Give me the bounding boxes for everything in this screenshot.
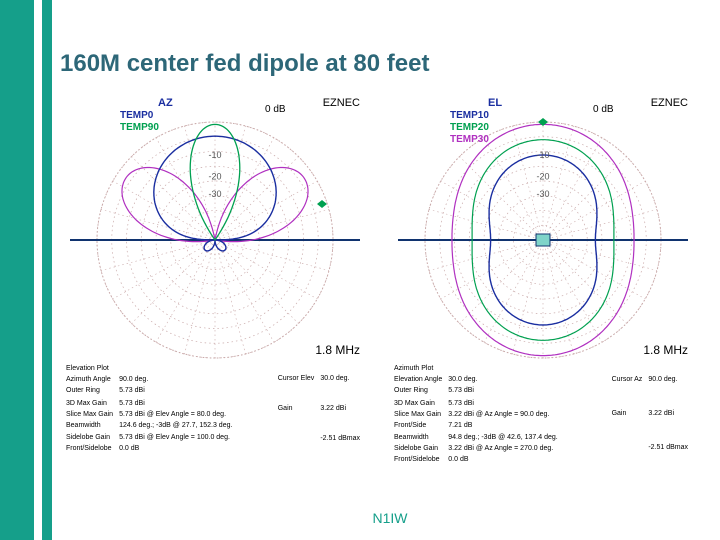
az-plot-svg: AZ EZNEC TEMP0 TEMP90 0 dB -10 -20 -30 1.8… bbox=[60, 90, 370, 360]
svg-text:-30: -30 bbox=[208, 189, 221, 199]
az-meta-right: Cursor Elev30.0 deg.Gain3.22 dBi-2.51 dB… bbox=[276, 362, 366, 455]
el-0db: 0 dB bbox=[593, 104, 614, 115]
az-trace1-label: TEMP90 bbox=[120, 122, 159, 133]
svg-text:-30: -30 bbox=[536, 189, 549, 199]
el-trace2-label: TEMP30 bbox=[450, 134, 489, 145]
el-meta-left: Azimuth PlotElevation Angle30.0 deg.Oute… bbox=[392, 362, 564, 466]
az-0db: 0 dB bbox=[265, 104, 286, 115]
az-meta-left: Elevation PlotAzimuth Angle90.0 deg.Oute… bbox=[64, 362, 238, 455]
svg-text:-20: -20 bbox=[536, 171, 549, 181]
el-trace0-label: TEMP10 bbox=[450, 110, 489, 121]
el-plot-panel: EL EZNEC TEMP10 TEMP20 TEMP30 0 dB -10 -2… bbox=[388, 90, 698, 466]
az-meta: Elevation PlotAzimuth Angle90.0 deg.Oute… bbox=[60, 360, 370, 455]
callsign: N1IW bbox=[373, 510, 408, 526]
page-title: 160M center fed dipole at 80 feet bbox=[60, 50, 429, 78]
az-freq: 1.8 MHz bbox=[315, 343, 360, 357]
az-trace0-label: TEMP0 bbox=[120, 110, 154, 121]
plots-row: AZ EZNEC TEMP0 TEMP90 0 dB -10 -20 -30 1.8… bbox=[60, 90, 698, 466]
el-meta: Azimuth PlotElevation Angle30.0 deg.Oute… bbox=[388, 360, 698, 466]
el-trace1-label: TEMP20 bbox=[450, 122, 489, 133]
slide-content: 160M center fed dipole at 80 feet AZ EZN… bbox=[60, 0, 720, 540]
az-software: EZNEC bbox=[323, 97, 360, 109]
el-software: EZNEC bbox=[651, 97, 688, 109]
el-plot-svg: EL EZNEC TEMP10 TEMP20 TEMP30 0 dB -10 -2… bbox=[388, 90, 698, 360]
accent-bar bbox=[0, 0, 52, 540]
svg-text:-20: -20 bbox=[208, 171, 221, 181]
az-plot-panel: AZ EZNEC TEMP0 TEMP90 0 dB -10 -20 -30 1.8… bbox=[60, 90, 370, 466]
az-cursor-marker bbox=[317, 200, 327, 208]
svg-text:-10: -10 bbox=[536, 150, 549, 160]
el-meta-right: Cursor Az90.0 deg.Gain3.22 dBi-2.51 dBma… bbox=[610, 362, 694, 466]
az-label: AZ bbox=[158, 97, 173, 109]
svg-text:-10: -10 bbox=[208, 150, 221, 160]
el-center-marker bbox=[536, 234, 550, 246]
el-label: EL bbox=[488, 97, 502, 109]
el-freq: 1.8 MHz bbox=[643, 343, 688, 357]
